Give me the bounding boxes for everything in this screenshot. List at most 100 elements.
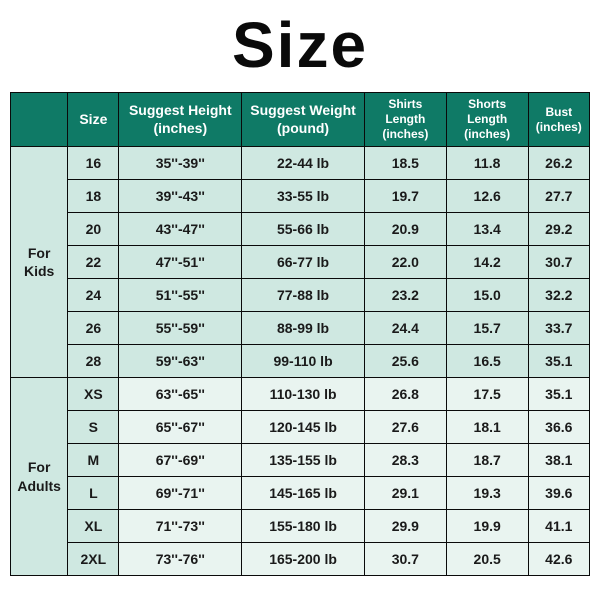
- table-body: ForKids1635''-39''22-44 lb18.511.826.218…: [11, 147, 590, 576]
- cell-shirts: 23.2: [364, 279, 446, 312]
- cell-height: 65''-67'': [119, 411, 242, 444]
- cell-size: L: [68, 477, 119, 510]
- col-header-height: Suggest Height(inches): [119, 93, 242, 147]
- table-row: ForAdultsXS63''-65''110-130 lb26.817.535…: [11, 378, 590, 411]
- cell-height: 63''-65'': [119, 378, 242, 411]
- table-row: 2XL73''-76''165-200 lb30.720.542.6: [11, 543, 590, 576]
- table-row: L69''-71''145-165 lb29.119.339.6: [11, 477, 590, 510]
- col-header-shorts: Shorts Length(inches): [446, 93, 528, 147]
- table-row: S65''-67''120-145 lb27.618.136.6: [11, 411, 590, 444]
- cell-bust: 29.2: [528, 213, 589, 246]
- cell-weight: 55-66 lb: [242, 213, 365, 246]
- cell-weight: 165-200 lb: [242, 543, 365, 576]
- cell-shorts: 19.3: [446, 477, 528, 510]
- cell-size: 16: [68, 147, 119, 180]
- cell-shorts: 14.2: [446, 246, 528, 279]
- cell-height: 69''-71'': [119, 477, 242, 510]
- cell-height: 39''-43'': [119, 180, 242, 213]
- table-row: 2247''-51''66-77 lb22.014.230.7: [11, 246, 590, 279]
- cell-shorts: 16.5: [446, 345, 528, 378]
- cell-bust: 42.6: [528, 543, 589, 576]
- table-row: M67''-69''135-155 lb28.318.738.1: [11, 444, 590, 477]
- cell-weight: 22-44 lb: [242, 147, 365, 180]
- col-header-weight: Suggest Weight(pound): [242, 93, 365, 147]
- cell-bust: 39.6: [528, 477, 589, 510]
- cell-weight: 120-145 lb: [242, 411, 365, 444]
- cell-bust: 33.7: [528, 312, 589, 345]
- cell-shirts: 22.0: [364, 246, 446, 279]
- cell-size: 22: [68, 246, 119, 279]
- table-row: 1839''-43''33-55 lb19.712.627.7: [11, 180, 590, 213]
- cell-shirts: 30.7: [364, 543, 446, 576]
- cell-shorts: 19.9: [446, 510, 528, 543]
- cell-height: 55''-59'': [119, 312, 242, 345]
- table-row: 2043''-47''55-66 lb20.913.429.2: [11, 213, 590, 246]
- cell-size: M: [68, 444, 119, 477]
- cell-shorts: 20.5: [446, 543, 528, 576]
- cell-bust: 26.2: [528, 147, 589, 180]
- group-label: ForKids: [11, 147, 68, 378]
- cell-height: 71''-73'': [119, 510, 242, 543]
- cell-weight: 110-130 lb: [242, 378, 365, 411]
- table-row: 2451''-55''77-88 lb23.215.032.2: [11, 279, 590, 312]
- cell-shirts: 26.8: [364, 378, 446, 411]
- cell-shirts: 20.9: [364, 213, 446, 246]
- cell-shorts: 17.5: [446, 378, 528, 411]
- cell-shirts: 19.7: [364, 180, 446, 213]
- cell-height: 51''-55'': [119, 279, 242, 312]
- cell-size: XL: [68, 510, 119, 543]
- cell-size: 24: [68, 279, 119, 312]
- table-row: 2859''-63''99-110 lb25.616.535.1: [11, 345, 590, 378]
- col-header-size: Size: [68, 93, 119, 147]
- cell-shirts: 24.4: [364, 312, 446, 345]
- cell-bust: 30.7: [528, 246, 589, 279]
- cell-bust: 35.1: [528, 378, 589, 411]
- cell-weight: 77-88 lb: [242, 279, 365, 312]
- size-table: Size Suggest Height(inches) Suggest Weig…: [10, 92, 590, 576]
- cell-bust: 41.1: [528, 510, 589, 543]
- cell-weight: 145-165 lb: [242, 477, 365, 510]
- cell-height: 35''-39'': [119, 147, 242, 180]
- cell-shirts: 18.5: [364, 147, 446, 180]
- cell-weight: 99-110 lb: [242, 345, 365, 378]
- cell-shorts: 18.1: [446, 411, 528, 444]
- cell-shirts: 29.1: [364, 477, 446, 510]
- cell-weight: 88-99 lb: [242, 312, 365, 345]
- cell-height: 47''-51'': [119, 246, 242, 279]
- cell-bust: 35.1: [528, 345, 589, 378]
- cell-bust: 36.6: [528, 411, 589, 444]
- cell-shirts: 27.6: [364, 411, 446, 444]
- cell-size: 20: [68, 213, 119, 246]
- cell-size: 18: [68, 180, 119, 213]
- cell-shorts: 18.7: [446, 444, 528, 477]
- cell-shirts: 28.3: [364, 444, 446, 477]
- cell-shorts: 15.0: [446, 279, 528, 312]
- cell-weight: 155-180 lb: [242, 510, 365, 543]
- cell-weight: 66-77 lb: [242, 246, 365, 279]
- size-table-container: Size Suggest Height(inches) Suggest Weig…: [10, 92, 590, 576]
- cell-bust: 38.1: [528, 444, 589, 477]
- table-row: 2655''-59''88-99 lb24.415.733.7: [11, 312, 590, 345]
- cell-shorts: 15.7: [446, 312, 528, 345]
- cell-size: XS: [68, 378, 119, 411]
- col-header-shirts: Shirts Length(inches): [364, 93, 446, 147]
- cell-bust: 32.2: [528, 279, 589, 312]
- table-row: ForKids1635''-39''22-44 lb18.511.826.2: [11, 147, 590, 180]
- cell-size: 26: [68, 312, 119, 345]
- cell-size: 28: [68, 345, 119, 378]
- cell-size: 2XL: [68, 543, 119, 576]
- cell-height: 59''-63'': [119, 345, 242, 378]
- cell-weight: 135-155 lb: [242, 444, 365, 477]
- cell-bust: 27.7: [528, 180, 589, 213]
- cell-shirts: 29.9: [364, 510, 446, 543]
- cell-size: S: [68, 411, 119, 444]
- cell-weight: 33-55 lb: [242, 180, 365, 213]
- cell-shorts: 11.8: [446, 147, 528, 180]
- cell-shorts: 12.6: [446, 180, 528, 213]
- col-header-group: [11, 93, 68, 147]
- group-label: ForAdults: [11, 378, 68, 576]
- cell-height: 43''-47'': [119, 213, 242, 246]
- cell-height: 67''-69'': [119, 444, 242, 477]
- table-row: XL71''-73''155-180 lb29.919.941.1: [11, 510, 590, 543]
- page-title: Size: [232, 8, 368, 82]
